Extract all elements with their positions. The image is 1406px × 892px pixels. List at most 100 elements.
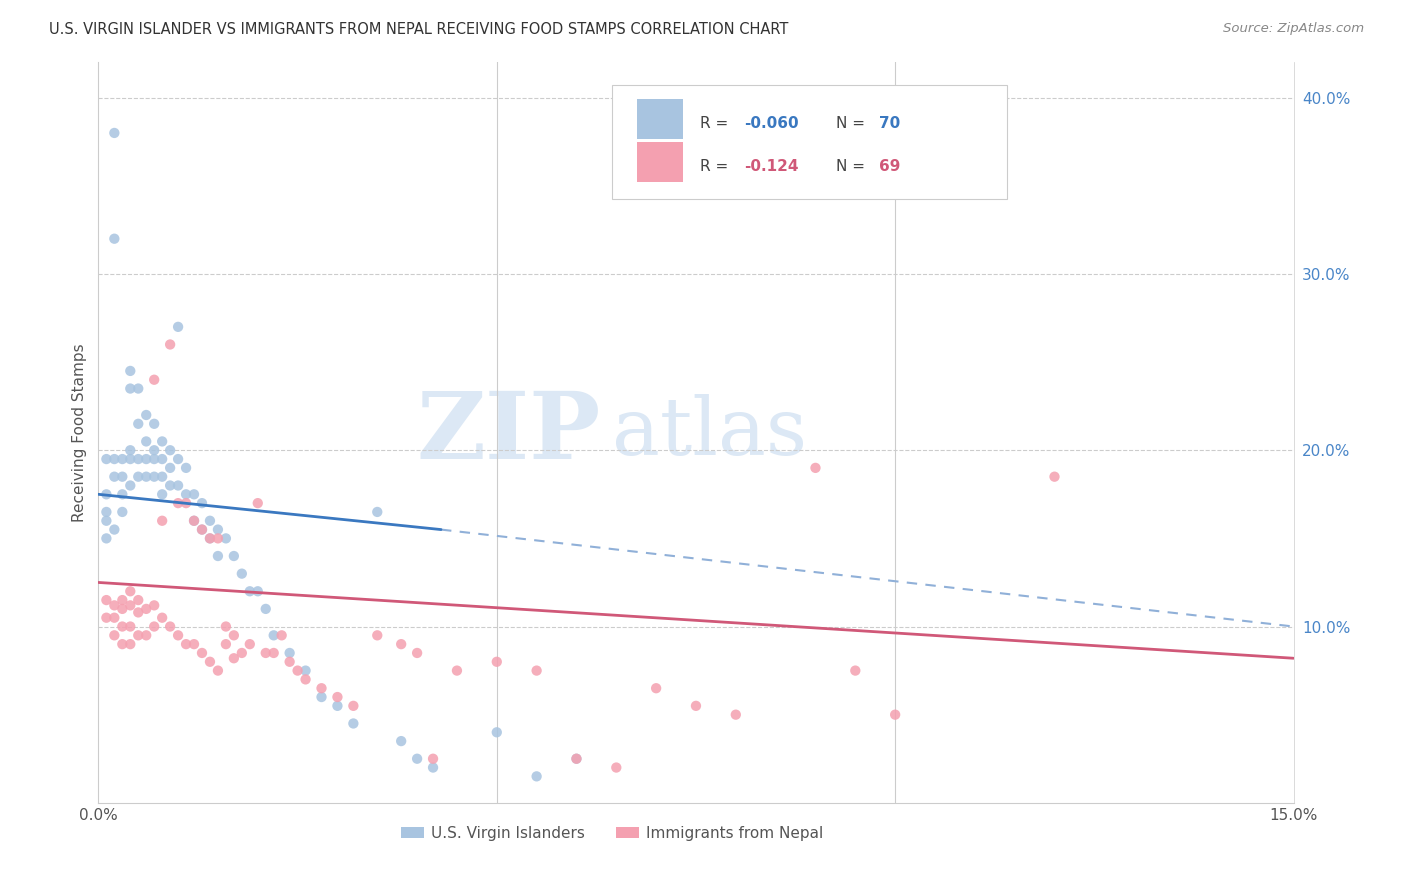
Point [246,496,269,510]
Point [406,646,429,660]
Point [311,681,333,696]
Point [278,655,301,669]
Point [804,461,827,475]
Point [167,452,190,467]
Point [287,664,309,678]
Point [150,452,173,467]
Point [239,584,262,599]
Point [111,593,134,607]
Point [143,619,166,633]
Point [111,469,134,483]
Point [198,514,221,528]
Point [167,478,190,492]
Text: ZIP: ZIP [416,388,600,477]
Point [222,628,245,642]
Point [159,461,181,475]
Point [111,602,134,616]
Point [120,452,142,467]
Point [96,452,118,467]
Point [685,698,707,713]
Point [366,628,388,642]
Point [143,469,166,483]
Point [135,602,157,616]
Point [127,606,149,620]
Point [270,628,292,642]
Point [198,532,221,546]
Point [120,637,142,651]
Point [342,698,364,713]
Point [215,637,238,651]
Point [198,655,221,669]
Point [120,619,142,633]
Point [222,651,245,665]
Point [565,752,588,766]
Point [526,664,548,678]
Point [406,752,429,766]
Point [191,523,214,537]
Point [150,469,173,483]
Text: 69: 69 [879,159,900,174]
Point [96,593,118,607]
Point [485,655,508,669]
Point [183,487,205,501]
Point [159,443,181,458]
FancyBboxPatch shape [637,142,683,182]
Point [120,443,142,458]
FancyBboxPatch shape [613,85,1007,200]
Point [96,610,118,624]
Point [143,452,166,467]
Point [159,619,181,633]
Point [143,373,166,387]
Point [174,487,197,501]
Point [159,337,181,351]
Point [263,646,285,660]
Point [167,628,190,642]
Point [366,505,388,519]
Point [222,549,245,563]
Point [724,707,747,722]
Point [183,514,205,528]
Point [127,469,149,483]
Point [207,532,229,546]
Point [111,487,134,501]
Point [150,514,173,528]
Point [150,434,173,449]
Point [389,734,412,748]
Point [103,599,125,613]
Point [120,382,142,396]
Point [127,593,149,607]
Text: -0.060: -0.060 [744,116,799,130]
Point [191,646,214,660]
Point [191,496,214,510]
Point [167,496,190,510]
Text: N =: N = [835,116,870,130]
Point [239,637,262,651]
Text: Source: ZipAtlas.com: Source: ZipAtlas.com [1223,22,1364,36]
Legend: U.S. Virgin Islanders, Immigrants from Nepal: U.S. Virgin Islanders, Immigrants from N… [395,820,830,847]
Point [884,707,907,722]
Point [645,681,668,696]
Point [183,514,205,528]
FancyBboxPatch shape [637,99,683,139]
Point [191,523,214,537]
Point [135,452,157,467]
Point [565,752,588,766]
Point [254,646,277,660]
Point [120,599,142,613]
Text: U.S. VIRGIN ISLANDER VS IMMIGRANTS FROM NEPAL RECEIVING FOOD STAMPS CORRELATION : U.S. VIRGIN ISLANDER VS IMMIGRANTS FROM … [49,22,789,37]
Point [207,523,229,537]
Point [231,566,253,581]
Point [485,725,508,739]
Point [127,417,149,431]
Point [96,505,118,519]
Point [215,532,238,546]
Point [215,619,238,633]
Point [422,752,444,766]
Point [422,760,444,774]
Point [389,637,412,651]
Point [167,319,190,334]
Point [526,769,548,783]
Point [135,434,157,449]
Point [127,382,149,396]
Point [120,584,142,599]
